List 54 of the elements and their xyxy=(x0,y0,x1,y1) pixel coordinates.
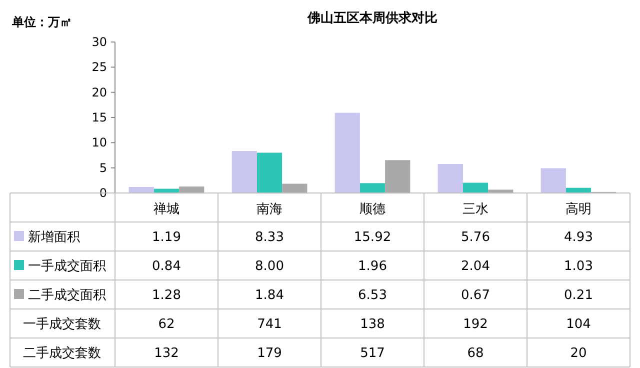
y-axis-title: 单位：万㎡ xyxy=(11,15,72,29)
bar xyxy=(179,186,204,193)
bar xyxy=(438,164,463,193)
x-tick-label: 三水 xyxy=(462,202,488,217)
bar xyxy=(385,160,410,193)
bar xyxy=(360,183,386,193)
y-tick-label: 5 xyxy=(99,160,107,175)
text: 192 xyxy=(463,317,488,332)
bar xyxy=(256,152,282,193)
text: 132 xyxy=(154,346,179,361)
text: 二手成交套数 xyxy=(23,345,101,361)
text: 517 xyxy=(360,346,385,361)
chart-title: 佛山五区本周供求对比 xyxy=(306,10,438,26)
legend-label: 新增面积 xyxy=(28,230,80,245)
data-label: 0.84 xyxy=(152,259,181,274)
legend-label: 二手成交面积 xyxy=(28,287,106,303)
text: 68 xyxy=(467,346,484,361)
bar xyxy=(232,151,257,193)
legend-label: 一手成交面积 xyxy=(28,258,106,274)
x-tick-label: 禅城 xyxy=(154,202,180,217)
y-tick-label: 20 xyxy=(92,85,107,100)
bar xyxy=(540,168,566,193)
y-tick-label: 10 xyxy=(92,136,107,150)
y-tick-label: 30 xyxy=(92,35,107,49)
text: 138 xyxy=(360,317,385,332)
text: 20 xyxy=(570,346,587,361)
data-label: 1.28 xyxy=(152,288,181,303)
data-label: 6.53 xyxy=(358,288,387,303)
y-tick-label: 25 xyxy=(92,60,107,74)
data-label: 2.04 xyxy=(461,259,490,274)
x-tick-label: 高明 xyxy=(566,201,592,217)
data-label: 1.84 xyxy=(255,288,284,303)
data-label: 4.93 xyxy=(564,230,593,245)
text: 104 xyxy=(566,317,591,332)
data-label: 1.96 xyxy=(358,259,387,274)
bar xyxy=(282,184,308,193)
data-label: 0.21 xyxy=(564,288,593,303)
data-label: 8.33 xyxy=(255,230,284,245)
x-tick-label: 顺德 xyxy=(360,202,386,217)
data-label: 5.76 xyxy=(461,230,490,245)
text: 741 xyxy=(257,317,282,332)
y-tick-label: 15 xyxy=(92,110,107,124)
bar xyxy=(462,182,488,193)
text: 一手成交套数 xyxy=(23,316,101,332)
data-label: 8.00 xyxy=(255,259,284,274)
bar xyxy=(128,187,154,193)
text: 62 xyxy=(158,317,175,332)
data-label: 0.67 xyxy=(461,288,490,303)
data-label: 15.92 xyxy=(354,230,392,245)
bar xyxy=(334,112,360,193)
text: 179 xyxy=(257,346,282,361)
data-label: 1.19 xyxy=(152,230,181,245)
x-tick-label: 南海 xyxy=(256,202,282,217)
data-label: 1.03 xyxy=(564,259,593,274)
